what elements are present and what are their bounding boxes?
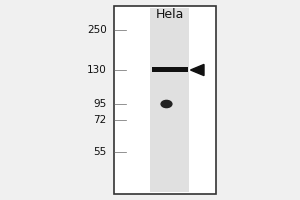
- Text: 250: 250: [87, 25, 106, 35]
- Text: 95: 95: [93, 99, 106, 109]
- Text: 130: 130: [87, 65, 106, 75]
- Bar: [150, 8, 189, 192]
- Text: 72: 72: [93, 115, 106, 125]
- Text: 55: 55: [93, 147, 106, 157]
- Circle shape: [161, 100, 172, 108]
- Text: Hela: Hela: [155, 8, 184, 21]
- Polygon shape: [190, 64, 204, 76]
- Bar: [114, 6, 216, 194]
- Bar: [152, 67, 188, 72]
